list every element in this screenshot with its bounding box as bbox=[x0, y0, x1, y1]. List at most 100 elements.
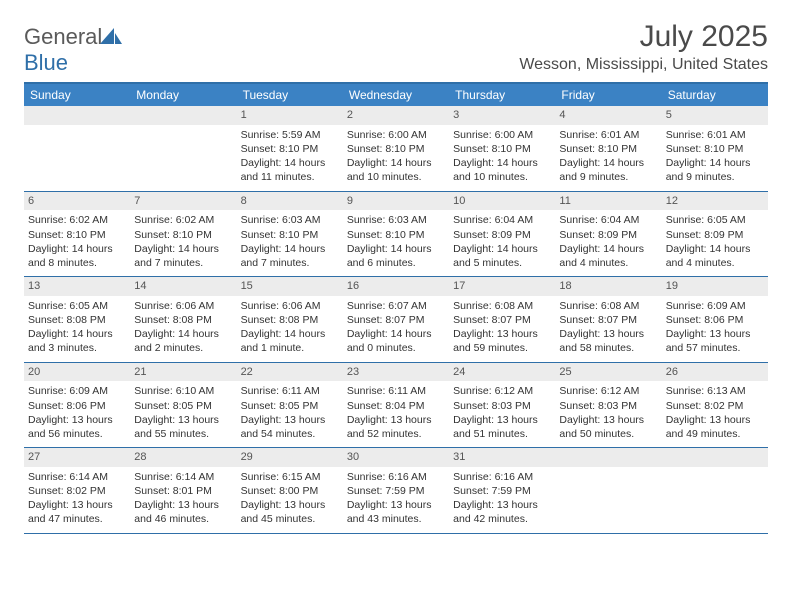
sunrise-text: Sunrise: 6:06 AM bbox=[241, 299, 339, 313]
daylight-text: and 43 minutes. bbox=[347, 512, 445, 526]
day-cell: 4Sunrise: 6:01 AMSunset: 8:10 PMDaylight… bbox=[555, 106, 661, 191]
day-cell: 16Sunrise: 6:07 AMSunset: 8:07 PMDayligh… bbox=[343, 277, 449, 362]
daylight-text: Daylight: 13 hours bbox=[559, 413, 657, 427]
day-number: 9 bbox=[343, 192, 449, 211]
sunset-text: Sunset: 8:08 PM bbox=[134, 313, 232, 327]
daylight-text: and 54 minutes. bbox=[241, 427, 339, 441]
sunset-text: Sunset: 7:59 PM bbox=[453, 484, 551, 498]
day-number: 8 bbox=[237, 192, 343, 211]
weekday-header: Saturday bbox=[662, 84, 768, 106]
sunset-text: Sunset: 8:05 PM bbox=[241, 399, 339, 413]
daylight-text: and 45 minutes. bbox=[241, 512, 339, 526]
day-cell: 7 Sunrise: 6:02 AMSunset: 8:10 PMDaylight… bbox=[130, 192, 236, 277]
sunset-text: Sunset: 8:10 PM bbox=[347, 228, 445, 242]
logo: General Blue bbox=[24, 24, 122, 76]
sunset-text: Sunset: 8:03 PM bbox=[559, 399, 657, 413]
sunset-text: Sunset: 8:06 PM bbox=[28, 399, 126, 413]
day-number: 20 bbox=[24, 363, 130, 382]
day-number: 2 bbox=[343, 106, 449, 125]
sunset-text: Sunset: 8:08 PM bbox=[28, 313, 126, 327]
day-number: 29 bbox=[237, 448, 343, 467]
daylight-text: Daylight: 14 hours bbox=[134, 242, 232, 256]
sunset-text: Sunset: 8:09 PM bbox=[666, 228, 764, 242]
location-text: Wesson, Mississippi, United States bbox=[519, 56, 768, 74]
daylight-text: and 3 minutes. bbox=[28, 341, 126, 355]
daylight-text: and 2 minutes. bbox=[134, 341, 232, 355]
daylight-text: Daylight: 13 hours bbox=[559, 327, 657, 341]
daylight-text: and 5 minutes. bbox=[453, 256, 551, 270]
daylight-text: Daylight: 13 hours bbox=[347, 498, 445, 512]
day-number: 7 bbox=[130, 192, 236, 211]
sunset-text: Sunset: 8:03 PM bbox=[453, 399, 551, 413]
sunrise-text: Sunrise: 6:06 AM bbox=[134, 299, 232, 313]
day-number: 21 bbox=[130, 363, 236, 382]
daylight-text: Daylight: 13 hours bbox=[241, 498, 339, 512]
sunrise-text: Sunrise: 6:14 AM bbox=[134, 470, 232, 484]
day-number: 26 bbox=[662, 363, 768, 382]
day-cell: 13Sunrise: 6:05 AMSunset: 8:08 PMDayligh… bbox=[24, 277, 130, 362]
day-cell: 15Sunrise: 6:06 AMSunset: 8:08 PMDayligh… bbox=[237, 277, 343, 362]
sunrise-text: Sunrise: 6:09 AM bbox=[666, 299, 764, 313]
sunrise-text: Sunrise: 6:04 AM bbox=[559, 213, 657, 227]
daylight-text: Daylight: 14 hours bbox=[666, 242, 764, 256]
day-number: 11 bbox=[555, 192, 661, 211]
sunrise-text: Sunrise: 6:15 AM bbox=[241, 470, 339, 484]
sunrise-text: Sunrise: 6:16 AM bbox=[347, 470, 445, 484]
title-block: July 2025 Wesson, Mississippi, United St… bbox=[519, 20, 768, 74]
sunrise-text: Sunrise: 6:12 AM bbox=[559, 384, 657, 398]
daylight-text: and 10 minutes. bbox=[453, 170, 551, 184]
daylight-text: and 7 minutes. bbox=[241, 256, 339, 270]
sunrise-text: Sunrise: 6:05 AM bbox=[28, 299, 126, 313]
day-number: 28 bbox=[130, 448, 236, 467]
day-number-empty bbox=[130, 106, 236, 125]
day-number-empty bbox=[662, 448, 768, 467]
daylight-text: and 4 minutes. bbox=[559, 256, 657, 270]
header: General Blue July 2025 Wesson, Mississip… bbox=[24, 20, 768, 76]
day-cell: 17Sunrise: 6:08 AMSunset: 8:07 PMDayligh… bbox=[449, 277, 555, 362]
sunset-text: Sunset: 8:00 PM bbox=[241, 484, 339, 498]
day-cell: 19Sunrise: 6:09 AMSunset: 8:06 PMDayligh… bbox=[662, 277, 768, 362]
day-cell: 18Sunrise: 6:08 AMSunset: 8:07 PMDayligh… bbox=[555, 277, 661, 362]
sunset-text: Sunset: 8:01 PM bbox=[134, 484, 232, 498]
sunset-text: Sunset: 8:09 PM bbox=[559, 228, 657, 242]
daylight-text: and 51 minutes. bbox=[453, 427, 551, 441]
sunrise-text: Sunrise: 6:05 AM bbox=[666, 213, 764, 227]
daylight-text: Daylight: 13 hours bbox=[134, 498, 232, 512]
sunset-text: Sunset: 8:09 PM bbox=[453, 228, 551, 242]
daylight-text: and 1 minute. bbox=[241, 341, 339, 355]
day-cell: 24Sunrise: 6:12 AMSunset: 8:03 PMDayligh… bbox=[449, 363, 555, 448]
daylight-text: and 56 minutes. bbox=[28, 427, 126, 441]
sunrise-text: Sunrise: 6:01 AM bbox=[666, 128, 764, 142]
sunset-text: Sunset: 8:10 PM bbox=[134, 228, 232, 242]
daylight-text: Daylight: 13 hours bbox=[347, 413, 445, 427]
logo-part2: Blue bbox=[24, 50, 68, 75]
day-number-empty bbox=[555, 448, 661, 467]
day-cell: 28 Sunrise: 6:14 AMSunset: 8:01 PMDayligh… bbox=[130, 448, 236, 533]
day-cell bbox=[130, 106, 236, 191]
sunrise-text: Sunrise: 6:07 AM bbox=[347, 299, 445, 313]
day-number: 15 bbox=[237, 277, 343, 296]
weekday-header: Thursday bbox=[449, 84, 555, 106]
day-cell bbox=[24, 106, 130, 191]
sunrise-text: Sunrise: 6:00 AM bbox=[453, 128, 551, 142]
daylight-text: Daylight: 13 hours bbox=[666, 327, 764, 341]
daylight-text: and 4 minutes. bbox=[666, 256, 764, 270]
sunrise-text: Sunrise: 5:59 AM bbox=[241, 128, 339, 142]
day-number: 18 bbox=[555, 277, 661, 296]
sunrise-text: Sunrise: 6:12 AM bbox=[453, 384, 551, 398]
sunset-text: Sunset: 8:10 PM bbox=[347, 142, 445, 156]
day-cell: 3Sunrise: 6:00 AMSunset: 8:10 PMDaylight… bbox=[449, 106, 555, 191]
day-number: 16 bbox=[343, 277, 449, 296]
day-number-empty bbox=[24, 106, 130, 125]
day-cell: 1Sunrise: 5:59 AMSunset: 8:10 PMDaylight… bbox=[237, 106, 343, 191]
sunrise-text: Sunrise: 6:02 AM bbox=[134, 213, 232, 227]
day-number: 1 bbox=[237, 106, 343, 125]
daylight-text: Daylight: 13 hours bbox=[134, 413, 232, 427]
daylight-text: Daylight: 13 hours bbox=[241, 413, 339, 427]
day-cell: 9Sunrise: 6:03 AMSunset: 8:10 PMDaylight… bbox=[343, 192, 449, 277]
daylight-text: and 49 minutes. bbox=[666, 427, 764, 441]
daylight-text: and 52 minutes. bbox=[347, 427, 445, 441]
day-cell: 2Sunrise: 6:00 AMSunset: 8:10 PMDaylight… bbox=[343, 106, 449, 191]
day-number: 12 bbox=[662, 192, 768, 211]
day-number: 30 bbox=[343, 448, 449, 467]
